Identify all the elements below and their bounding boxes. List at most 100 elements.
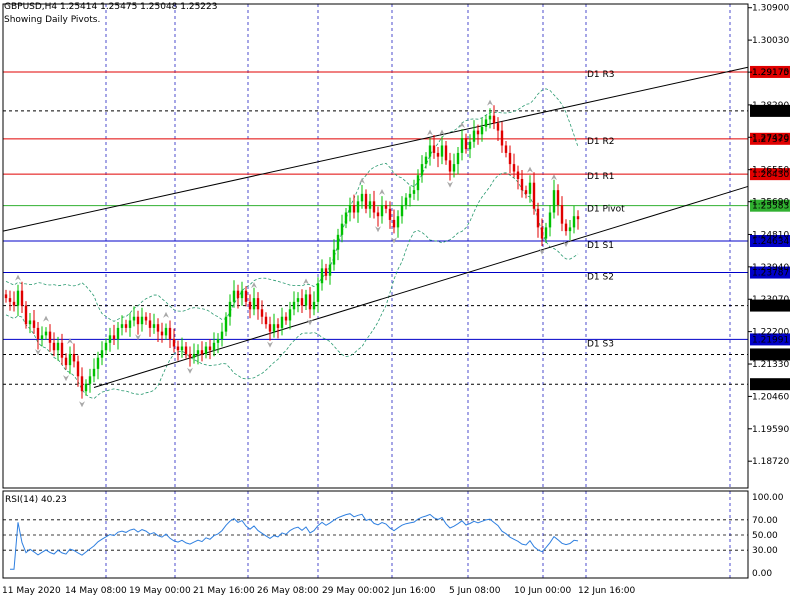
- price-tick-label: 1.21330: [752, 360, 789, 370]
- bollinger-bands: [5, 88, 579, 400]
- candle-body: [228, 301, 232, 317]
- candle-body: [48, 331, 52, 343]
- main-frame: [2, 3, 749, 489]
- candle-body: [516, 171, 520, 179]
- fractal-up-icon: [303, 278, 309, 285]
- pivot-price-label: 1.24634: [752, 237, 789, 247]
- candle-body: [492, 115, 496, 124]
- time-tick-label: 12 Jun 16:00: [578, 586, 635, 596]
- pivot-label: D1 S1: [587, 241, 614, 251]
- time-tick-label: 19 May 00:00: [129, 586, 191, 596]
- price-tick-label: 1.23070: [752, 295, 789, 305]
- candle-body: [252, 298, 256, 310]
- candle-body: [476, 130, 480, 135]
- pivot-price-badge: [750, 235, 790, 248]
- rsi-label: RSI(14) 40.23: [5, 495, 67, 505]
- pivot-price-label: 1.25583: [752, 202, 789, 212]
- pivot-price-badge: [750, 168, 790, 181]
- candle-body: [180, 346, 184, 351]
- candle-body: [364, 193, 368, 209]
- candle-body: [540, 227, 544, 239]
- fractal-down-icon: [135, 334, 141, 341]
- rsi-axis-label: 50.00: [752, 531, 778, 541]
- fractal-up-icon: [487, 99, 493, 106]
- candle-body: [272, 324, 276, 332]
- candle-body: [288, 309, 292, 321]
- fractal-up-icon: [439, 129, 445, 136]
- candle-body: [356, 201, 360, 213]
- fractal-down-icon: [35, 349, 41, 356]
- pivot-label: D1 S2: [587, 273, 614, 283]
- price-tick-label: 1.19590: [752, 425, 789, 435]
- candle-body: [232, 290, 236, 302]
- pivot-price-badge: [750, 266, 790, 279]
- candle-body: [436, 152, 440, 157]
- fractal-down-icon: [391, 237, 397, 244]
- candle-body: [52, 342, 56, 351]
- candle-body: [32, 320, 36, 328]
- candle-body: [424, 156, 428, 165]
- candle-body: [396, 216, 400, 228]
- pivot-levels: D1 R3 D1 R2 D1 R1 D1 Pivot D1 S1 D1 S2 D1 S3: [3, 70, 748, 385]
- candle-body: [460, 138, 464, 153]
- pivot-price-label: 1.21991: [752, 335, 789, 345]
- candle-body: [384, 205, 388, 209]
- upper-band: [5, 88, 579, 322]
- candle-body: [132, 316, 136, 321]
- dotted-price-badge: [750, 378, 790, 391]
- candle-body: [12, 301, 16, 306]
- candle-body: [84, 383, 88, 392]
- rsi-axis-label: 70.00: [752, 516, 778, 526]
- fractal-up-icon: [551, 174, 557, 181]
- chart-header-symbol: GBPUSD,H4 1.25414 1.25475 1.25048 1.2522…: [4, 2, 218, 12]
- price-tick-label: 1.18720: [752, 457, 789, 467]
- time-tick-label: 26 May 08:00: [257, 586, 319, 596]
- rsi-axis-label: 30.00: [752, 546, 778, 556]
- candle-body: [144, 316, 148, 321]
- fractal-up-icon: [15, 274, 21, 281]
- candle-body: [448, 160, 452, 172]
- candle-body: [4, 294, 8, 299]
- price-tick-label: 1.23940: [752, 263, 789, 273]
- candle-body: [40, 335, 44, 340]
- candle-body: [172, 339, 176, 347]
- candle-body: [304, 294, 308, 306]
- candle-body: [536, 208, 540, 228]
- candle-body: [68, 353, 72, 366]
- pivot-price-label: 1.23787: [752, 269, 789, 279]
- fractal-down-icon: [539, 248, 545, 255]
- candle-body: [312, 301, 316, 310]
- candle-body: [104, 342, 108, 351]
- time-tick-label: 5 Jun 08:00: [449, 586, 501, 596]
- candle-body: [528, 182, 532, 194]
- candle-body: [200, 350, 204, 354]
- fractal-up-icon: [459, 122, 465, 128]
- candle-body: [568, 227, 572, 232]
- candle-body: [216, 339, 220, 343]
- candle-body: [56, 342, 60, 351]
- candle-body: [308, 294, 312, 310]
- candle-body: [112, 335, 116, 340]
- candle-body: [376, 212, 380, 217]
- fractal-up-icon: [379, 189, 385, 196]
- candle-body: [60, 342, 64, 358]
- pivot-label: D1 Pivot: [587, 205, 625, 215]
- candle-body: [236, 290, 240, 299]
- time-tick-label: 10 Jun 00:00: [514, 586, 571, 596]
- candle-body: [420, 164, 424, 176]
- candle-body: [280, 316, 284, 328]
- chart-header-pivot-note: Showing Daily Pivots.: [4, 15, 101, 25]
- pivot-label: D1 R3: [587, 70, 615, 80]
- candle-body: [176, 346, 180, 351]
- candle-body: [148, 320, 152, 328]
- candle-body: [292, 301, 296, 310]
- fractals: [15, 99, 569, 408]
- candle-body: [572, 216, 576, 228]
- fractal-up-icon: [359, 177, 365, 184]
- chart-frame: [2, 3, 749, 579]
- candle-body: [556, 190, 560, 206]
- price-tick-label: 1.29170: [752, 68, 789, 78]
- candle-body: [464, 138, 468, 150]
- candle-body: [480, 126, 484, 135]
